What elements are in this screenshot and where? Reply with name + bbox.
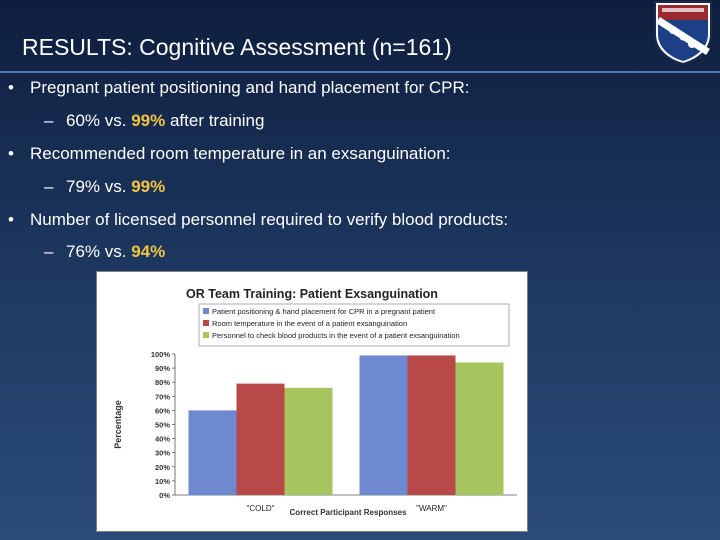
bullet-item: • Pregnant patient positioning and hand p… — [8, 78, 470, 97]
y-tick-label: 30% — [155, 449, 170, 458]
sub-bullet-text: 79% vs. — [66, 177, 132, 196]
bar — [359, 355, 408, 495]
sub-bullet-item: –79% vs. 99% — [44, 177, 166, 196]
y-tick-label: 0% — [159, 491, 170, 500]
bar — [455, 362, 504, 495]
bar-chart: OR Team Training: Patient Exsanguination… — [96, 271, 528, 532]
sub-bullet-text: after training — [165, 111, 265, 130]
legend-label: Personnel to check blood products in the… — [212, 331, 460, 340]
title-divider — [0, 71, 720, 73]
y-tick-label: 50% — [155, 421, 170, 430]
bar — [188, 410, 237, 495]
bullet-item: • Recommended room temperature in an exsa… — [8, 144, 451, 163]
bar — [284, 387, 333, 495]
sub-bullet-item: –60% vs. 99% after training — [44, 111, 265, 130]
bullet-text: Recommended room temperature in an exsan… — [30, 144, 451, 163]
x-axis-label: Correct Participant Responses — [290, 508, 407, 517]
y-tick-label: 20% — [155, 463, 170, 472]
bar-chart-canvas: OR Team Training: Patient Exsanguination… — [113, 287, 517, 517]
y-axis-label: Percentage — [113, 400, 123, 449]
y-tick-label: 100% — [151, 350, 171, 359]
y-tick-label: 40% — [155, 435, 170, 444]
bullet-item: • Number of licensed personnel required t… — [8, 210, 509, 229]
legend-box — [198, 303, 510, 347]
highlight-value: 94% — [131, 242, 166, 261]
legend-swatch — [203, 332, 209, 338]
highlight-value: 99% — [131, 111, 166, 130]
highlight-value: 99% — [131, 177, 166, 196]
legend-swatch — [203, 308, 209, 314]
x-tick-label: "COLD" — [247, 504, 275, 513]
university-shield-logo — [652, 0, 714, 66]
y-tick-label: 70% — [155, 392, 170, 401]
legend-swatch — [203, 320, 209, 326]
y-tick-label: 10% — [155, 477, 170, 486]
bullet-text: Number of licensed personnel required to… — [30, 210, 509, 229]
slide-title: RESULTS: Cognitive Assessment (n=161) — [22, 34, 452, 60]
y-tick-label: 60% — [155, 406, 170, 415]
y-tick-label: 90% — [155, 364, 170, 373]
y-tick-label: 80% — [155, 378, 170, 387]
bar — [236, 383, 285, 495]
chart-title: OR Team Training: Patient Exsanguination — [186, 287, 438, 301]
legend-label: Patient positioning & hand placement for… — [212, 307, 436, 316]
legend-label: Room temperature in the event of a patie… — [212, 319, 407, 328]
sub-bullet-text: 76% vs. — [66, 242, 132, 261]
bar — [407, 355, 456, 495]
x-tick-label: "WARM" — [416, 504, 447, 513]
sub-bullet-item: –76% vs. 94% — [44, 242, 166, 261]
bullet-text: Pregnant patient positioning and hand pl… — [30, 78, 470, 97]
sub-bullet-text: 60% vs. — [66, 111, 132, 130]
